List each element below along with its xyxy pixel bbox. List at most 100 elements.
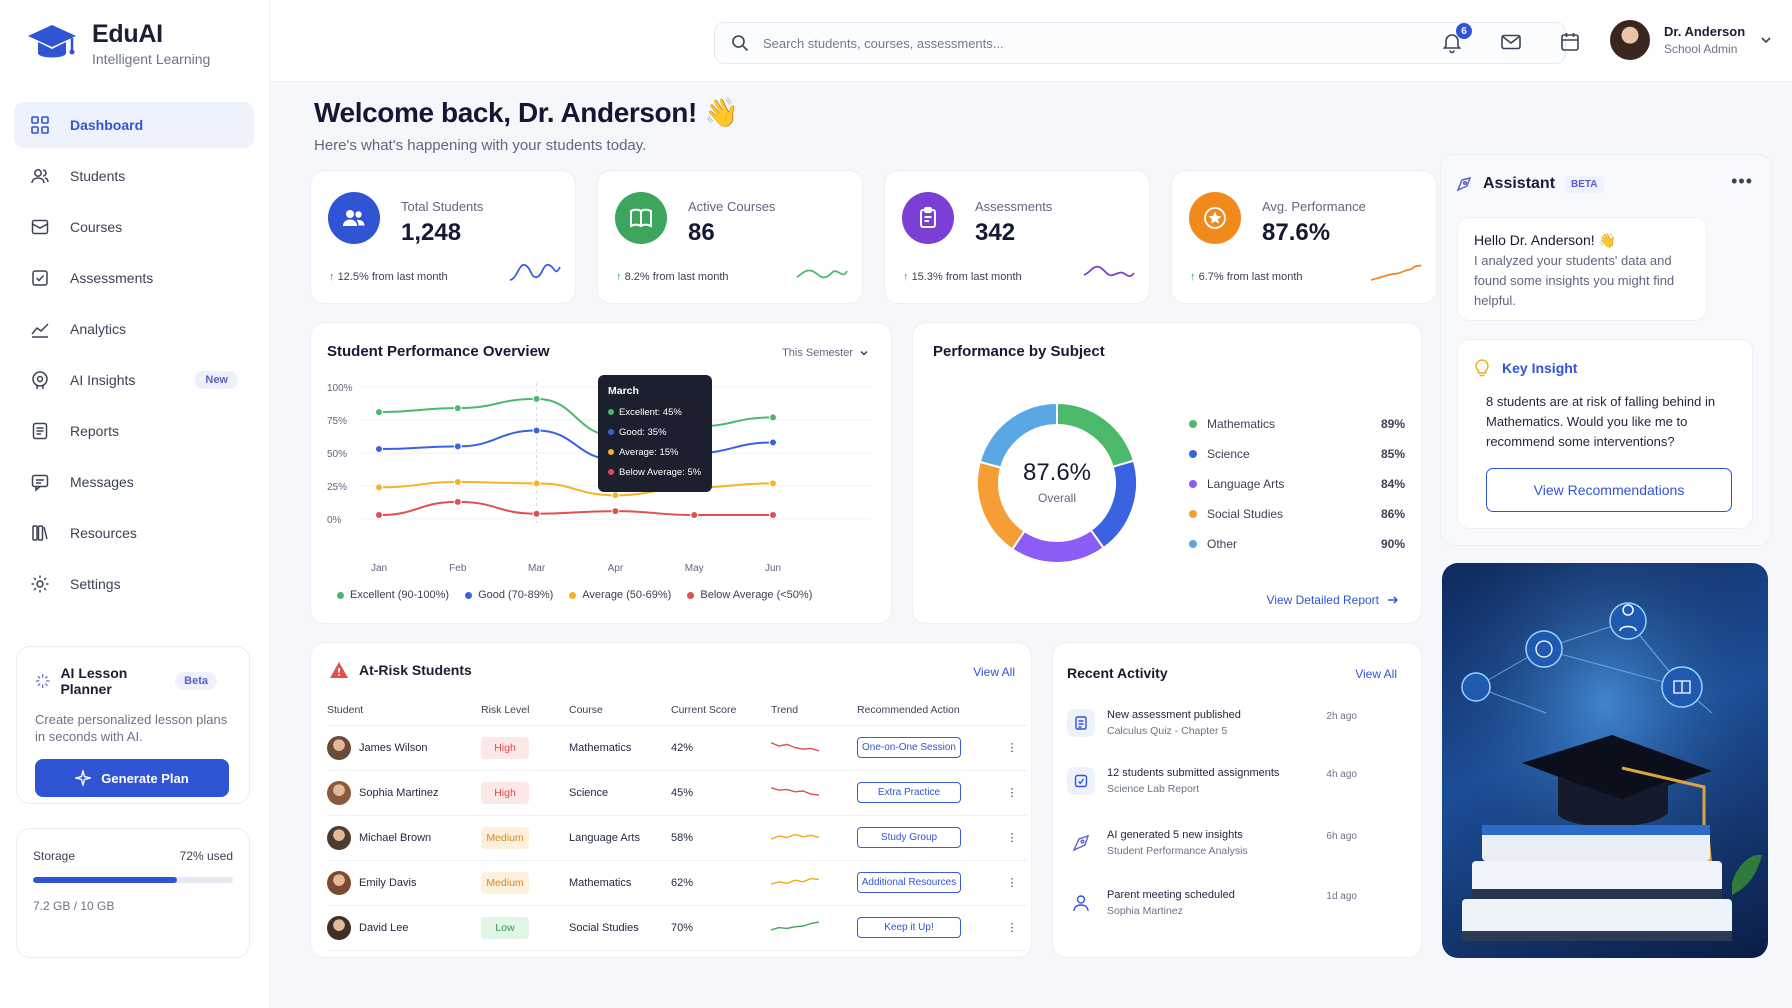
subject-name: Other — [1207, 537, 1238, 551]
sidebar-item-resources[interactable]: Resources — [14, 510, 254, 556]
risk-level-badge: Medium — [481, 826, 529, 849]
search-icon — [732, 35, 749, 52]
sidebar-item-students[interactable]: Students — [14, 153, 254, 199]
view-all-activity-link[interactable]: View All — [1355, 667, 1397, 681]
trend-sparkline — [770, 877, 820, 885]
at-risk-students-card: At-Risk Students View All Student Risk L… — [310, 642, 1032, 958]
welcome-section: Welcome back, Dr. Anderson! 👋 Here's wha… — [314, 96, 739, 154]
recommended-action-button[interactable]: Extra Practice — [857, 782, 961, 803]
sidebar-item-reports[interactable]: Reports — [14, 408, 254, 454]
course-cell: Mathematics — [569, 725, 671, 771]
sidebar-item-assessments[interactable]: Assessments — [14, 255, 254, 301]
sidebar-item-label: Dashboard — [70, 117, 144, 133]
data-point[interactable] — [375, 408, 383, 417]
data-point[interactable] — [769, 413, 777, 422]
data-point[interactable] — [375, 483, 383, 492]
calendar-button[interactable] — [1558, 30, 1582, 54]
stat-card-total-students[interactable]: Total Students 1,248 ↑ 12.5% from last m… — [310, 170, 576, 304]
recommended-action-button[interactable]: Additional Resources — [857, 872, 961, 893]
subject-legend: Mathematics 89% Science 85% Language Arts 84%… — [1189, 409, 1405, 559]
sidebar-item-messages[interactable]: Messages — [14, 459, 254, 505]
risk-level-badge: High — [481, 736, 529, 759]
planner-title: AI Lesson Planner — [60, 665, 128, 697]
data-point[interactable] — [611, 507, 620, 516]
sidebar: EduAI Intelligent Learning Dashboard Stu… — [0, 0, 270, 1008]
sidebar-item-ai-insights[interactable]: AI Insights New — [14, 357, 254, 403]
data-point[interactable] — [769, 438, 777, 447]
notifications-button[interactable]: 6 — [1440, 23, 1472, 54]
recommended-action-button[interactable]: Study Group — [857, 827, 961, 848]
arrow-up-icon: ↑ — [1190, 271, 1199, 283]
table-row[interactable]: Sophia Martinez High Science 45% Extra Pract… — [327, 770, 1027, 816]
y-tick-label: 100% — [327, 383, 353, 394]
tooltip-line: Good: 35% — [619, 426, 667, 438]
table-row[interactable]: David Lee Low Social Studies 70% Keep it Up!… — [327, 905, 1027, 951]
score-cell: 42% — [671, 725, 771, 771]
table-row[interactable]: Emily Davis Medium Mathematics 62% Additiona… — [327, 860, 1027, 906]
data-point[interactable] — [769, 479, 777, 488]
sidebar-item-settings[interactable]: Settings — [14, 561, 254, 607]
search-bar[interactable] — [714, 22, 1566, 64]
performance-overview-card: Student Performance Overview This Semest… — [310, 322, 892, 624]
stat-card-assessments[interactable]: Assessments 342 ↑ 15.3% from last month — [884, 170, 1150, 304]
action-cell: Extra Practice — [857, 770, 997, 816]
legend-dot — [1189, 420, 1197, 428]
stat-card-avg-performance[interactable]: Avg. Performance 87.6% ↑ 6.7% from last … — [1171, 170, 1437, 304]
y-tick-label: 50% — [327, 449, 347, 460]
recommended-action-button[interactable]: One-on-One Session — [857, 737, 961, 758]
avatar — [327, 735, 351, 760]
student-cell: David Lee — [327, 905, 481, 951]
data-point[interactable] — [611, 491, 620, 500]
data-point[interactable] — [532, 426, 541, 435]
user-menu[interactable]: Dr. Anderson School Admin — [1610, 20, 1773, 60]
row-menu-icon[interactable]: ⋮ — [997, 815, 1027, 861]
data-point[interactable] — [453, 404, 462, 413]
row-menu-icon[interactable]: ⋮ — [997, 770, 1027, 816]
sparkle-icon — [1456, 176, 1472, 192]
data-point[interactable] — [532, 509, 541, 518]
column-header: Current Score — [671, 695, 771, 726]
sidebar-item-analytics[interactable]: Analytics — [14, 306, 254, 352]
view-detailed-report-link[interactable]: View Detailed Report — [1266, 593, 1399, 607]
search-input[interactable] — [763, 35, 1363, 51]
sidebar-item-dashboard[interactable]: Dashboard — [14, 102, 254, 148]
data-point[interactable] — [532, 479, 541, 488]
recommended-action-button[interactable]: Keep it Up! — [857, 917, 961, 938]
row-menu-icon[interactable]: ⋮ — [997, 860, 1027, 906]
data-point[interactable] — [375, 445, 383, 454]
data-point[interactable] — [453, 497, 462, 506]
sparkline — [1370, 264, 1422, 281]
view-all-risk-link[interactable]: View All — [973, 665, 1015, 679]
data-point[interactable] — [453, 478, 462, 487]
course-cell: Language Arts — [569, 815, 671, 861]
stat-value: 342 — [975, 219, 1016, 246]
data-point[interactable] — [769, 511, 777, 520]
brand[interactable]: EduAI Intelligent Learning — [26, 20, 210, 67]
mail-button[interactable] — [1499, 30, 1523, 54]
trend-icon — [31, 323, 49, 338]
data-point[interactable] — [532, 394, 541, 403]
storage-used: 72% used — [179, 849, 233, 863]
generate-plan-button[interactable]: Generate Plan — [35, 759, 229, 797]
row-menu-icon[interactable]: ⋮ — [997, 905, 1027, 951]
row-menu-icon[interactable]: ⋮ — [997, 725, 1027, 771]
donut-slice[interactable] — [1056, 401, 1136, 469]
donut-slice[interactable] — [1010, 528, 1106, 564]
data-point[interactable] — [375, 511, 383, 520]
table-row[interactable]: Michael Brown Medium Language Arts 58% Study… — [327, 815, 1027, 861]
period-select[interactable]: This Semester — [782, 347, 869, 359]
bell-icon — [1442, 34, 1462, 54]
subject-legend-item: Language Arts 84% — [1189, 469, 1405, 499]
more-options-icon[interactable]: ••• — [1731, 171, 1753, 191]
stat-card-active-courses[interactable]: Active Courses 86 ↑ 8.2% from last month — [597, 170, 863, 304]
donut-slice[interactable] — [978, 401, 1058, 469]
sparkle-icon — [35, 674, 50, 688]
sidebar-item-courses[interactable]: Courses — [14, 204, 254, 250]
action-cell: Study Group — [857, 815, 997, 861]
view-recommendations-button[interactable]: View Recommendations — [1486, 468, 1732, 512]
data-point[interactable] — [690, 511, 699, 520]
book-icon — [31, 219, 49, 235]
chevron-down-icon — [860, 350, 868, 356]
data-point[interactable] — [453, 442, 462, 451]
table-row[interactable]: James Wilson High Mathematics 42% One-on-One… — [327, 725, 1027, 771]
